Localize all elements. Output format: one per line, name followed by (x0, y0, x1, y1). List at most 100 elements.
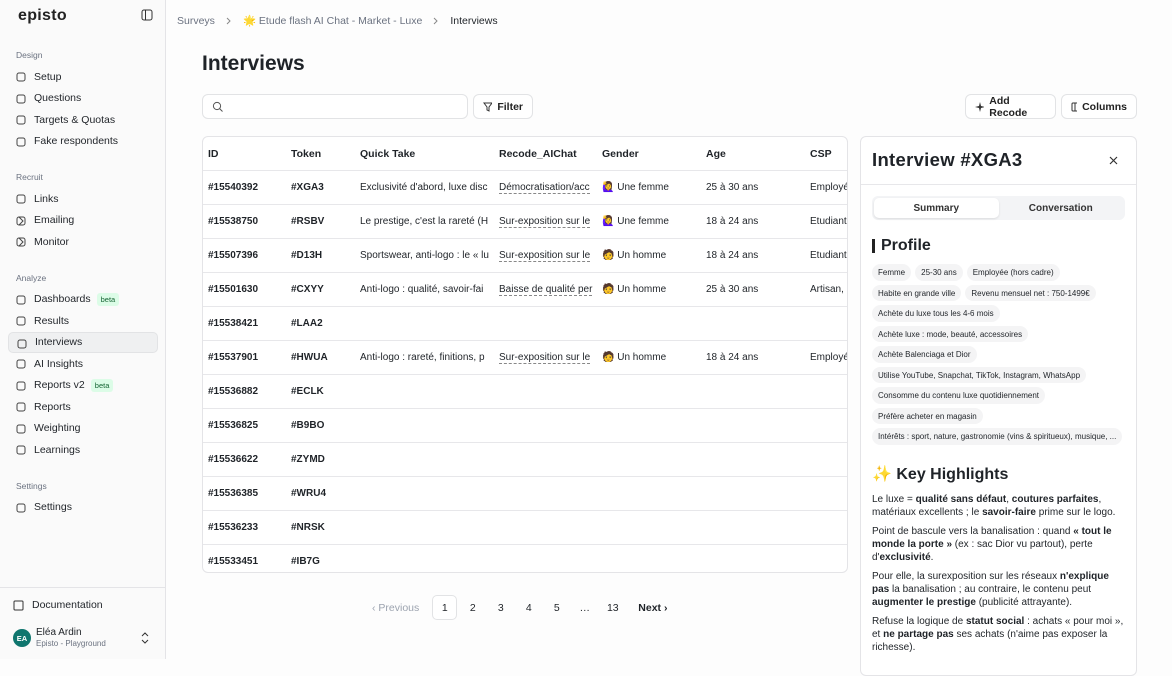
cell (494, 409, 597, 442)
recode: Sur-exposition sur le (499, 351, 591, 364)
table-row[interactable]: #15540392 #XGA3 Exclusivité d'abord, luxe … (203, 171, 847, 205)
icon (433, 17, 439, 24)
cell: 🧑 Un homme (597, 341, 701, 374)
column-header[interactable]: Token (291, 147, 322, 160)
page-button[interactable]: 13 (606, 601, 619, 614)
icon (16, 194, 26, 204)
highlights-heading: ✨ Key Highlights (872, 465, 1009, 483)
cell (597, 477, 701, 510)
user-name[interactable]: Eléa Ardin (36, 627, 82, 638)
id: #15536233 (208, 522, 259, 533)
nav-item[interactable]: Emailing (8, 210, 158, 232)
icon (16, 402, 26, 412)
documentation-link[interactable]: Documentation (32, 599, 103, 611)
quick-take: Le prestige, c'est la rareté (H (360, 216, 489, 227)
add-recode-button[interactable]: Add Recode (965, 94, 1056, 119)
cell (597, 511, 701, 544)
cell (805, 443, 847, 476)
columns-button[interactable]: Columns (1061, 94, 1137, 119)
nav-label: Targets & Quotas (34, 113, 116, 126)
tab[interactable]: Conversation (1028, 202, 1093, 214)
avatar: EA (13, 629, 31, 647)
tab[interactable]: Summary (874, 198, 999, 218)
tag: 25-30 ans (915, 264, 963, 281)
breadcrumb-item[interactable]: Interviews (450, 14, 498, 27)
sidebar-toggle[interactable] (141, 9, 153, 21)
nav-item[interactable]: Dashboards beta (8, 289, 158, 311)
cell (701, 545, 805, 572)
cell (494, 307, 597, 340)
highlight-text: Pour elle, la surexposition sur les rése… (872, 570, 1060, 582)
nav-item[interactable]: Learnings (8, 439, 158, 461)
cell (597, 375, 701, 408)
cell (701, 477, 805, 510)
nav-item[interactable]: Monitor (8, 231, 158, 253)
page-button[interactable]: 1 (432, 595, 458, 620)
nav-item[interactable]: Targets & Quotas (8, 109, 158, 131)
next-button[interactable]: Next › (638, 601, 668, 614)
search-input[interactable] (202, 94, 468, 119)
column-header[interactable]: Gender (602, 147, 639, 160)
column-header[interactable]: ID (208, 147, 219, 160)
highlight: Le luxe = qualité sans défaut, coutures … (872, 493, 1128, 519)
nav-item[interactable]: AI Insights (8, 353, 158, 375)
cell: #HWUA (286, 341, 355, 374)
header-row: ID Token Quick Take Recode_AIChat Gender Age C… (203, 137, 847, 171)
cell (597, 545, 701, 572)
table-row[interactable]: #15536825 #B9BO (203, 409, 847, 443)
breadcrumb-item[interactable]: 🌟 Etude flash AI Chat - Market - Luxe (242, 15, 423, 27)
age: 18 à 24 ans (706, 250, 759, 261)
cell: #15536622 (203, 443, 286, 476)
column-header[interactable]: Age (706, 147, 726, 160)
table-row[interactable]: #15538421 #LAA2 (203, 307, 847, 341)
nav-item[interactable]: Questions (8, 88, 158, 110)
table-row[interactable]: #15501630 #CXYY Anti-logo : qualité, savoi… (203, 273, 847, 307)
table-row[interactable]: #15536385 #WRU4 (203, 477, 847, 511)
cell: Artisan, (805, 273, 847, 306)
previous-label: Previous (378, 601, 420, 614)
column-header[interactable]: Recode_AIChat (499, 147, 577, 160)
page-button[interactable]: 2 (469, 601, 476, 614)
page-button[interactable]: 4 (525, 601, 532, 614)
table-row[interactable]: #15537901 #HWUA Anti-logo : rareté, finiti… (203, 341, 847, 375)
logo[interactable]: episto (18, 7, 67, 24)
table-row[interactable]: #15536233 #NRSK (203, 511, 847, 545)
nav-item[interactable]: Links (8, 188, 158, 210)
table-row[interactable]: #15538750 #RSBV Le prestige, c'est la rare… (203, 205, 847, 239)
nav-item[interactable]: Settings (8, 497, 158, 519)
table-row[interactable]: #15533451 #IB7G (203, 545, 847, 572)
nav-item[interactable]: Weighting (8, 418, 158, 440)
nav-item[interactable]: Reports (8, 396, 158, 418)
cell: #B9BO (286, 409, 355, 442)
breadcrumb-item[interactable]: Surveys (177, 14, 215, 27)
columns-label: Columns (1082, 100, 1127, 113)
table-row[interactable]: #15536882 #ECLK (203, 375, 847, 409)
cell (355, 409, 494, 442)
column-header[interactable]: Quick Take (360, 147, 416, 160)
page-button[interactable]: 3 (497, 601, 504, 614)
highlight-text: Le luxe = (872, 493, 916, 505)
nav-item[interactable]: Results (8, 310, 158, 332)
table-row[interactable]: #15507396 #D13H Sportswear, anti-logo : le… (203, 239, 847, 273)
page-button[interactable]: … (579, 601, 591, 614)
filter-button[interactable]: Filter (473, 94, 533, 119)
user-menu[interactable] (141, 632, 149, 644)
nav-item[interactable]: Fake respondents (8, 131, 158, 153)
tag: Femme (872, 264, 912, 281)
cell: 25 à 30 ans (701, 273, 805, 306)
page-button[interactable]: 5 (553, 601, 560, 614)
cell: Démocratisation/acc (494, 171, 597, 204)
previous-button[interactable]: ‹ Previous (372, 601, 420, 614)
nav-item[interactable]: Interviews (8, 331, 158, 353)
nav-label: AI Insights (34, 357, 84, 370)
table-row[interactable]: #15536622 #ZYMD (203, 443, 847, 477)
column-header[interactable]: CSP (810, 147, 832, 160)
cell (805, 409, 847, 442)
id: #15536622 (208, 454, 259, 465)
nav-item[interactable]: Setup (8, 66, 158, 88)
cell: 🙋‍♀️ Une femme (597, 205, 701, 238)
cell: Employé (805, 341, 847, 374)
sparkle-icon (975, 101, 985, 112)
nav-item[interactable]: Reports v2 beta (8, 375, 158, 397)
close-button[interactable] (1109, 156, 1118, 165)
